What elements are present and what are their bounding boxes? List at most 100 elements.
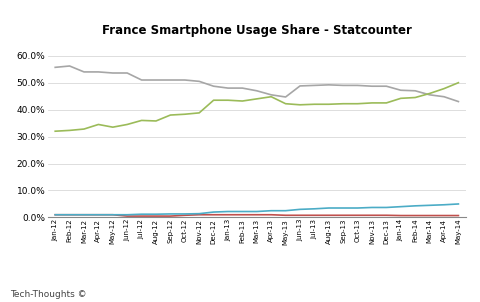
Line: Android: Android (55, 83, 458, 131)
Line: Blackberry: Blackberry (55, 215, 458, 216)
Blackberry (369, 214, 375, 217)
iPhone (96, 70, 101, 74)
Windows (196, 212, 202, 216)
iPhone (67, 64, 72, 68)
iPhone (355, 84, 360, 87)
iPhone (326, 83, 332, 87)
Windows (240, 210, 245, 213)
Blackberry (297, 214, 303, 217)
Android (153, 119, 159, 123)
Line: Windows: Windows (55, 204, 458, 215)
Android (110, 125, 116, 129)
Android (240, 99, 245, 103)
Blackberry (254, 213, 260, 217)
Blackberry (240, 213, 245, 217)
Blackberry (124, 214, 130, 218)
Windows (139, 212, 144, 216)
Blackberry (96, 213, 101, 217)
Blackberry (326, 214, 332, 217)
Windows (369, 206, 375, 209)
Blackberry (182, 214, 188, 217)
Android (139, 119, 144, 122)
iPhone (139, 78, 144, 82)
Blackberry (398, 214, 404, 217)
Windows (52, 213, 58, 217)
Blackberry (196, 213, 202, 217)
Android (456, 81, 461, 85)
Android (427, 92, 432, 95)
iPhone (427, 93, 432, 97)
Android (67, 129, 72, 132)
Blackberry (81, 213, 87, 217)
iPhone (384, 84, 389, 88)
Blackberry (412, 214, 418, 217)
Blackberry (211, 213, 216, 217)
iPhone (153, 78, 159, 82)
Android (52, 129, 58, 133)
iPhone (398, 88, 404, 92)
Blackberry (139, 214, 144, 218)
Windows (412, 204, 418, 208)
Android (211, 98, 216, 102)
iPhone (456, 100, 461, 103)
iPhone (81, 70, 87, 74)
Windows (254, 210, 260, 213)
Blackberry (384, 214, 389, 217)
Android (225, 98, 231, 102)
Android (283, 102, 288, 105)
Android (96, 123, 101, 126)
Android (384, 101, 389, 105)
Blackberry (168, 214, 173, 218)
Windows (96, 213, 101, 217)
Blackberry (67, 213, 72, 217)
Windows (168, 212, 173, 216)
Android (312, 102, 317, 106)
Blackberry (456, 214, 461, 217)
Windows (225, 210, 231, 213)
Android (196, 111, 202, 115)
Windows (182, 212, 188, 216)
Blackberry (110, 213, 116, 217)
iPhone (52, 66, 58, 69)
iPhone (225, 86, 231, 90)
Android (326, 102, 332, 106)
Windows (384, 206, 389, 209)
Android (254, 97, 260, 101)
Windows (456, 202, 461, 206)
Android (340, 102, 346, 105)
Windows (441, 203, 447, 207)
Android (268, 95, 274, 98)
Blackberry (312, 214, 317, 217)
Android (297, 103, 303, 107)
Android (124, 123, 130, 126)
iPhone (283, 95, 288, 99)
iPhone (340, 84, 346, 87)
iPhone (196, 79, 202, 83)
Windows (153, 212, 159, 216)
Windows (283, 209, 288, 213)
Android (168, 113, 173, 117)
Windows (427, 204, 432, 207)
Blackberry (441, 214, 447, 217)
Title: France Smartphone Usage Share - Statcounter: France Smartphone Usage Share - Statcoun… (102, 24, 412, 37)
Windows (211, 210, 216, 214)
Blackberry (225, 213, 231, 217)
Blackberry (355, 214, 360, 217)
Windows (326, 206, 332, 210)
Blackberry (52, 213, 58, 217)
iPhone (441, 95, 447, 98)
Windows (340, 206, 346, 210)
Windows (398, 205, 404, 208)
Android (182, 112, 188, 116)
Blackberry (427, 214, 432, 217)
Blackberry (268, 213, 274, 217)
Text: Tech-Thoughts ©: Tech-Thoughts © (10, 290, 86, 299)
Blackberry (340, 214, 346, 217)
iPhone (182, 78, 188, 82)
iPhone (240, 86, 245, 90)
Android (369, 101, 375, 105)
Windows (268, 209, 274, 213)
Windows (124, 213, 130, 217)
iPhone (211, 84, 216, 88)
Android (441, 87, 447, 90)
